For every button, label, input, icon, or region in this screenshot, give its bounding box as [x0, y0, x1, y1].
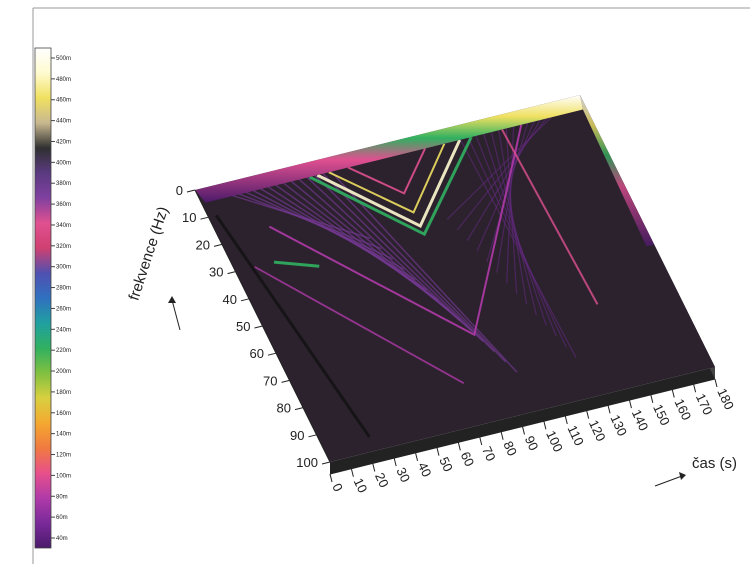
x-tick: [394, 458, 396, 466]
colorbar-tick-label: 40m: [56, 536, 68, 542]
colorbar-tick-label: 280m: [56, 286, 71, 292]
colorbar-tick-label: 220m: [56, 348, 71, 354]
y-tick: [295, 408, 303, 410]
y-tick: [201, 217, 209, 219]
page: frekvence (Hz) čas (s) 40m 60m 80m 100m 120m…: [0, 0, 750, 564]
x-axis-label: čas (s): [692, 455, 737, 472]
y-tick: [322, 462, 330, 464]
y-axis-label: frekvence (Hz): [126, 205, 172, 303]
x-tick-label: 50: [436, 455, 456, 474]
y-tick-label: 0: [176, 183, 183, 198]
colorbar-tick-label: 120m: [56, 453, 71, 459]
y-tick-label: 50: [236, 319, 250, 334]
colorbar-tick-label: 400m: [56, 160, 71, 166]
colorbar-tick-label: 80m: [56, 494, 68, 500]
y-tick-label: 40: [223, 292, 237, 307]
y-tick: [268, 353, 276, 355]
y-tick-label: 90: [290, 428, 304, 443]
colorbar-tick-label: 180m: [56, 390, 71, 396]
colorbar-tick-label: 360m: [56, 202, 71, 208]
y-tick: [309, 435, 317, 437]
colorbar-tick-label: 460m: [56, 98, 71, 104]
x-tick-label: 20: [372, 470, 392, 489]
x-tick: [501, 432, 503, 440]
x-tick: [416, 453, 418, 461]
x-tick: [672, 390, 674, 398]
colorbar-tick-label: 380m: [56, 181, 71, 187]
x-tick-label: 10: [351, 476, 371, 495]
x-tick: [330, 474, 332, 482]
colorbar-tick-label: 60m: [56, 515, 68, 521]
x-tick-label: 140: [629, 407, 652, 433]
x-tick-label: 90: [522, 433, 542, 452]
y-tick: [282, 380, 290, 382]
colorbar-tick-label: 300m: [56, 265, 71, 271]
x-tick: [694, 384, 696, 392]
colorbar-tick-label: 420m: [56, 139, 71, 145]
x-tick-label: 160: [672, 396, 695, 422]
x-tick: [480, 437, 482, 445]
y-tick-label: 20: [196, 237, 210, 252]
x-tick-label: 0: [329, 481, 346, 494]
arrow: [655, 476, 682, 486]
y-tick: [228, 272, 236, 274]
y-tick: [255, 326, 263, 328]
y-tick-label: 60: [250, 346, 264, 361]
colorbar-tick-label: 440m: [56, 119, 71, 125]
x-tick-label: 70: [479, 444, 499, 463]
x-tick: [565, 416, 567, 424]
y-tick: [214, 244, 222, 246]
x-tick: [523, 427, 525, 435]
y-tick: [241, 299, 249, 301]
arrow-head: [168, 296, 176, 303]
colorbar-tick-label: 340m: [56, 223, 71, 229]
colorbar-tick-label: 480m: [56, 77, 71, 83]
x-tick: [351, 469, 353, 477]
x-tick-label: 110: [565, 423, 587, 448]
colorbar: [35, 48, 51, 548]
x-tick-label: 170: [693, 391, 716, 417]
x-tick-label: 150: [650, 402, 673, 428]
x-tick: [715, 379, 717, 387]
x-tick-label: 80: [500, 439, 520, 458]
y-tick-label: 30: [209, 265, 223, 280]
colorbar-tick-label: 200m: [56, 369, 71, 375]
colorbar-tick-label: 240m: [56, 327, 71, 333]
y-tick-label: 10: [182, 210, 196, 225]
y-tick-label: 100: [296, 455, 318, 470]
x-tick: [544, 421, 546, 429]
x-tick: [629, 400, 631, 408]
y-tick-label: 70: [263, 373, 277, 388]
x-tick-label: 30: [393, 465, 413, 484]
colorbar-tick-label: 320m: [56, 244, 71, 250]
x-tick-label: 40: [415, 460, 435, 479]
x-tick: [651, 395, 653, 403]
x-tick: [587, 411, 589, 419]
colorbar-tick-label: 140m: [56, 432, 71, 438]
x-tick: [608, 405, 610, 413]
x-tick: [437, 448, 439, 456]
y-tick: [187, 190, 195, 192]
x-tick-label: 180: [714, 386, 737, 412]
colorbar-tick-label: 500m: [56, 56, 71, 62]
x-tick-label: 130: [607, 412, 630, 438]
colorbar-tick-label: 260m: [56, 306, 71, 312]
colorbar-tick-label: 160m: [56, 411, 71, 417]
x-tick-label: 60: [458, 449, 478, 468]
x-tick: [458, 442, 460, 450]
x-tick-label: 120: [586, 418, 609, 444]
colorbar-tick-label: 100m: [56, 473, 71, 479]
x-tick-label: 100: [543, 428, 566, 454]
arrow: [172, 300, 180, 330]
arrow-head: [679, 472, 686, 480]
y-tick-label: 80: [277, 401, 291, 416]
x-tick: [373, 463, 375, 471]
